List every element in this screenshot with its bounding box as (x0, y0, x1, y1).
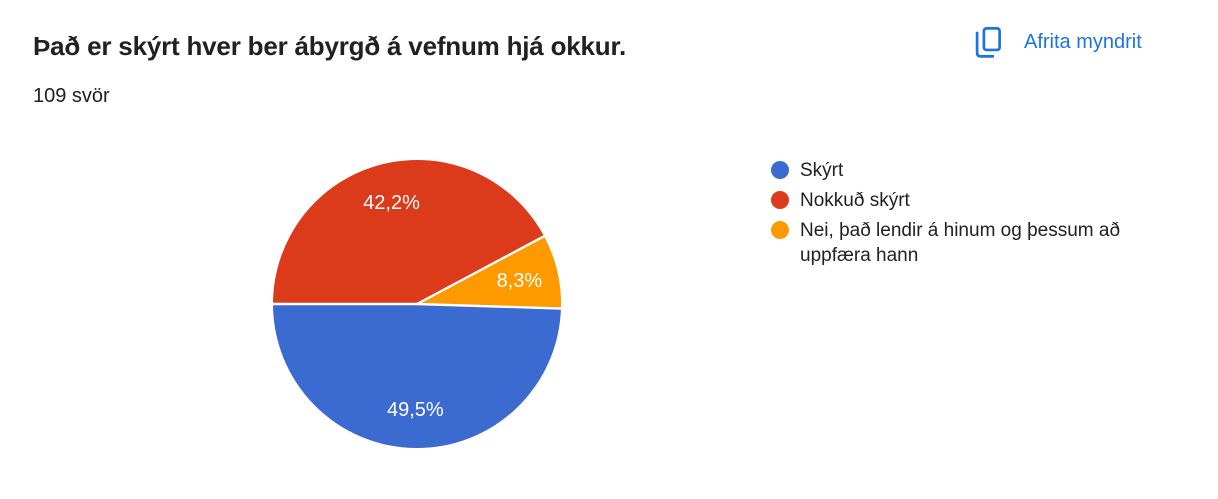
legend-dot (771, 191, 789, 209)
legend-item-0: Skýrt (771, 158, 1201, 183)
question-title: Það er skýrt hver ber ábyrgð á vefnum hj… (33, 31, 626, 61)
legend-dot (771, 161, 789, 179)
legend-dot (771, 221, 789, 239)
legend-item-2: Nei, það lendir á hinum og þessum að upp… (771, 218, 1201, 268)
pie-chart: 49,5% 42,2% 8,3% (273, 160, 562, 449)
slice-separator (416, 235, 545, 306)
legend-label: Nei, það lendir á hinum og þessum að upp… (800, 220, 1121, 266)
copy-chart-icon (975, 26, 1001, 58)
responses-count: 109 svör (33, 85, 110, 107)
pie-slice-label: 8,3% (497, 270, 543, 292)
legend-item-1: Nokkuð skýrt (771, 188, 1201, 213)
slice-separator (416, 302, 561, 310)
pie-slice-label: 42,2% (363, 192, 420, 214)
copy-chart-label: Afrita myndrit (1024, 31, 1142, 53)
copy-chart-button[interactable]: Afrita myndrit (975, 26, 1142, 58)
legend-label: Skýrt (800, 160, 844, 181)
legend-label: Nokkuð skýrt (800, 190, 910, 211)
pie-slice-label: 49,5% (387, 399, 444, 421)
pie-slice-2[interactable] (417, 236, 562, 309)
pie-slice-0[interactable] (273, 304, 561, 449)
chart-legend: Skýrt Nokkuð skýrt Nei, það lendir á hinum… (771, 158, 1201, 273)
pie-slice-1[interactable] (273, 160, 545, 304)
